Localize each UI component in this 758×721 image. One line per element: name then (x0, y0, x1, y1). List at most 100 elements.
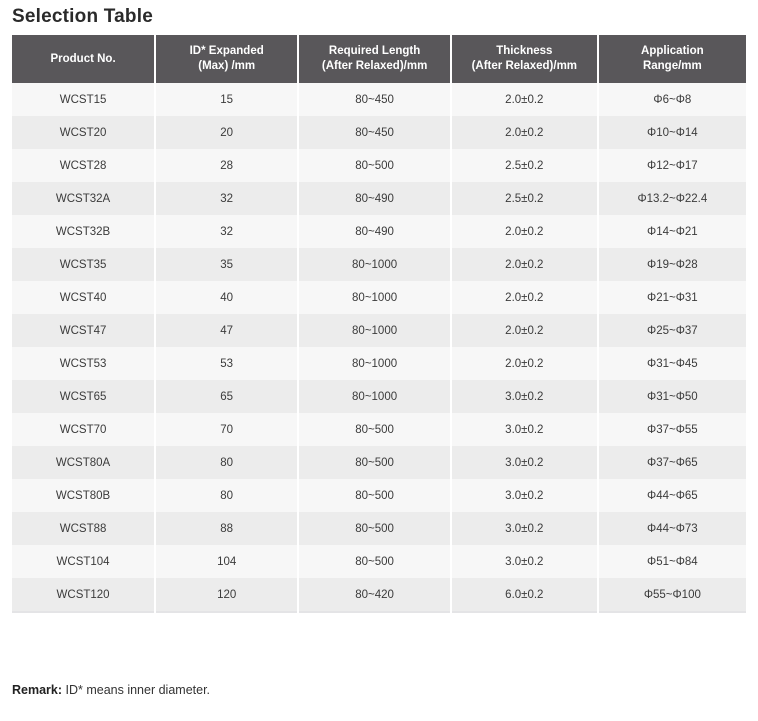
table-cell: Φ12~Φ17 (597, 149, 746, 182)
table-row: WCST88 88 80~500 3.0±0.2 Φ44~Φ73 (12, 512, 746, 545)
table-cell: WCST104 (12, 545, 157, 578)
table-row: WCST40 40 80~1000 2.0±0.2 Φ21~Φ31 (12, 281, 746, 314)
column-header: Product No. (12, 35, 157, 83)
table-cell: WCST35 (12, 248, 157, 281)
table-cell: WCST70 (12, 413, 157, 446)
page-title: Selection Table (12, 6, 153, 27)
table-cell: 2.0±0.2 (450, 314, 599, 347)
table-cell: Φ13.2~Φ22.4 (597, 182, 746, 215)
table-cell: 2.0±0.2 (450, 83, 599, 116)
table-cell: WCST28 (12, 149, 157, 182)
table-cell: Φ21~Φ31 (597, 281, 746, 314)
table-cell: 70 (155, 413, 300, 446)
table-cell: WCST120 (12, 578, 157, 612)
table-row: WCST104 104 80~500 3.0±0.2 Φ51~Φ84 (12, 545, 746, 578)
table-cell: 80~1000 (298, 248, 452, 281)
table-cell: 80~450 (298, 83, 452, 116)
table-cell: 80~500 (298, 479, 452, 512)
column-header: Thickness (After Relaxed)/mm (450, 35, 599, 83)
table-cell: 2.0±0.2 (450, 248, 599, 281)
table-cell: WCST80B (12, 479, 157, 512)
table-cell: 3.0±0.2 (450, 380, 599, 413)
selection-table: Product No. ID* Expanded (Max) /mm Required… (12, 35, 746, 613)
table-cell: 20 (155, 116, 300, 149)
table-cell: 80 (155, 446, 300, 479)
table-cell: Φ6~Φ8 (597, 83, 746, 116)
table-cell: 2.0±0.2 (450, 215, 599, 248)
table-cell: Φ10~Φ14 (597, 116, 746, 149)
table-cell: WCST88 (12, 512, 157, 545)
table-cell: 80~420 (298, 578, 452, 612)
table-cell: 2.0±0.2 (450, 281, 599, 314)
table-cell: 80 (155, 479, 300, 512)
table-cell: WCST32B (12, 215, 157, 248)
table-cell: 80~1000 (298, 314, 452, 347)
table-cell: 65 (155, 380, 300, 413)
table-cell: 2.5±0.2 (450, 149, 599, 182)
table-cell: Φ31~Φ45 (597, 347, 746, 380)
table-cell: 80~1000 (298, 347, 452, 380)
table-cell: 3.0±0.2 (450, 446, 599, 479)
table-cell: Φ51~Φ84 (597, 545, 746, 578)
table-cell: WCST15 (12, 83, 157, 116)
table-cell: 3.0±0.2 (450, 512, 599, 545)
table-cell: 80~500 (298, 446, 452, 479)
table-cell: 2.0±0.2 (450, 116, 599, 149)
table-cell: 6.0±0.2 (450, 578, 599, 612)
table-cell: 80~490 (298, 215, 452, 248)
header-row: Product No. ID* Expanded (Max) /mm Required… (12, 35, 746, 83)
table-row: WCST47 47 80~1000 2.0±0.2 Φ25~Φ37 (12, 314, 746, 347)
table-cell: 40 (155, 281, 300, 314)
column-header: Application Range/mm (597, 35, 746, 83)
table-cell: 80~490 (298, 182, 452, 215)
table-cell: 35 (155, 248, 300, 281)
table-cell: WCST53 (12, 347, 157, 380)
table-cell: 53 (155, 347, 300, 380)
table-cell: 2.0±0.2 (450, 347, 599, 380)
table-cell: 80~500 (298, 149, 452, 182)
table-body: WCST15 15 80~450 2.0±0.2 Φ6~Φ8 WCST20 20 80~450… (12, 83, 746, 612)
table-row: WCST53 53 80~1000 2.0±0.2 Φ31~Φ45 (12, 347, 746, 380)
table-cell: Φ31~Φ50 (597, 380, 746, 413)
table-cell: 80~1000 (298, 281, 452, 314)
table-cell: Φ37~Φ65 (597, 446, 746, 479)
table-cell: Φ55~Φ100 (597, 578, 746, 612)
table-cell: 2.5±0.2 (450, 182, 599, 215)
table-cell: 32 (155, 182, 300, 215)
remark-text: ID* means inner diameter. (62, 683, 211, 697)
table-row: WCST32A 32 80~490 2.5±0.2 Φ13.2~Φ22.4 (12, 182, 746, 215)
table-cell: 3.0±0.2 (450, 479, 599, 512)
table-cell: Φ44~Φ73 (597, 512, 746, 545)
table-cell: 80~500 (298, 413, 452, 446)
table-cell: 47 (155, 314, 300, 347)
table-cell: Φ19~Φ28 (597, 248, 746, 281)
table-cell: 80~1000 (298, 380, 452, 413)
table-cell: 104 (155, 545, 300, 578)
table-cell: WCST32A (12, 182, 157, 215)
table-cell: Φ37~Φ55 (597, 413, 746, 446)
table-row: WCST65 65 80~1000 3.0±0.2 Φ31~Φ50 (12, 380, 746, 413)
table-row: WCST80B 80 80~500 3.0±0.2 Φ44~Φ65 (12, 479, 746, 512)
table-cell: 80~500 (298, 545, 452, 578)
table-cell: 120 (155, 578, 300, 612)
table-cell: Φ25~Φ37 (597, 314, 746, 347)
table-row: WCST28 28 80~500 2.5±0.2 Φ12~Φ17 (12, 149, 746, 182)
table-cell: 15 (155, 83, 300, 116)
table-row: WCST80A 80 80~500 3.0±0.2 Φ37~Φ65 (12, 446, 746, 479)
table-row: WCST32B 32 80~490 2.0±0.2 Φ14~Φ21 (12, 215, 746, 248)
table-cell: Φ44~Φ65 (597, 479, 746, 512)
table-row: WCST20 20 80~450 2.0±0.2 Φ10~Φ14 (12, 116, 746, 149)
table-cell: 32 (155, 215, 300, 248)
remark-label: Remark: (12, 683, 63, 697)
table-cell: 88 (155, 512, 300, 545)
table-row: WCST70 70 80~500 3.0±0.2 Φ37~Φ55 (12, 413, 746, 446)
table-cell: 28 (155, 149, 300, 182)
table-cell: 80~500 (298, 512, 452, 545)
table-cell: 3.0±0.2 (450, 545, 599, 578)
table-cell: Φ14~Φ21 (597, 215, 746, 248)
table-cell: WCST65 (12, 380, 157, 413)
table-cell: 3.0±0.2 (450, 413, 599, 446)
table-cell: WCST20 (12, 116, 157, 149)
table-row: WCST15 15 80~450 2.0±0.2 Φ6~Φ8 (12, 83, 746, 116)
